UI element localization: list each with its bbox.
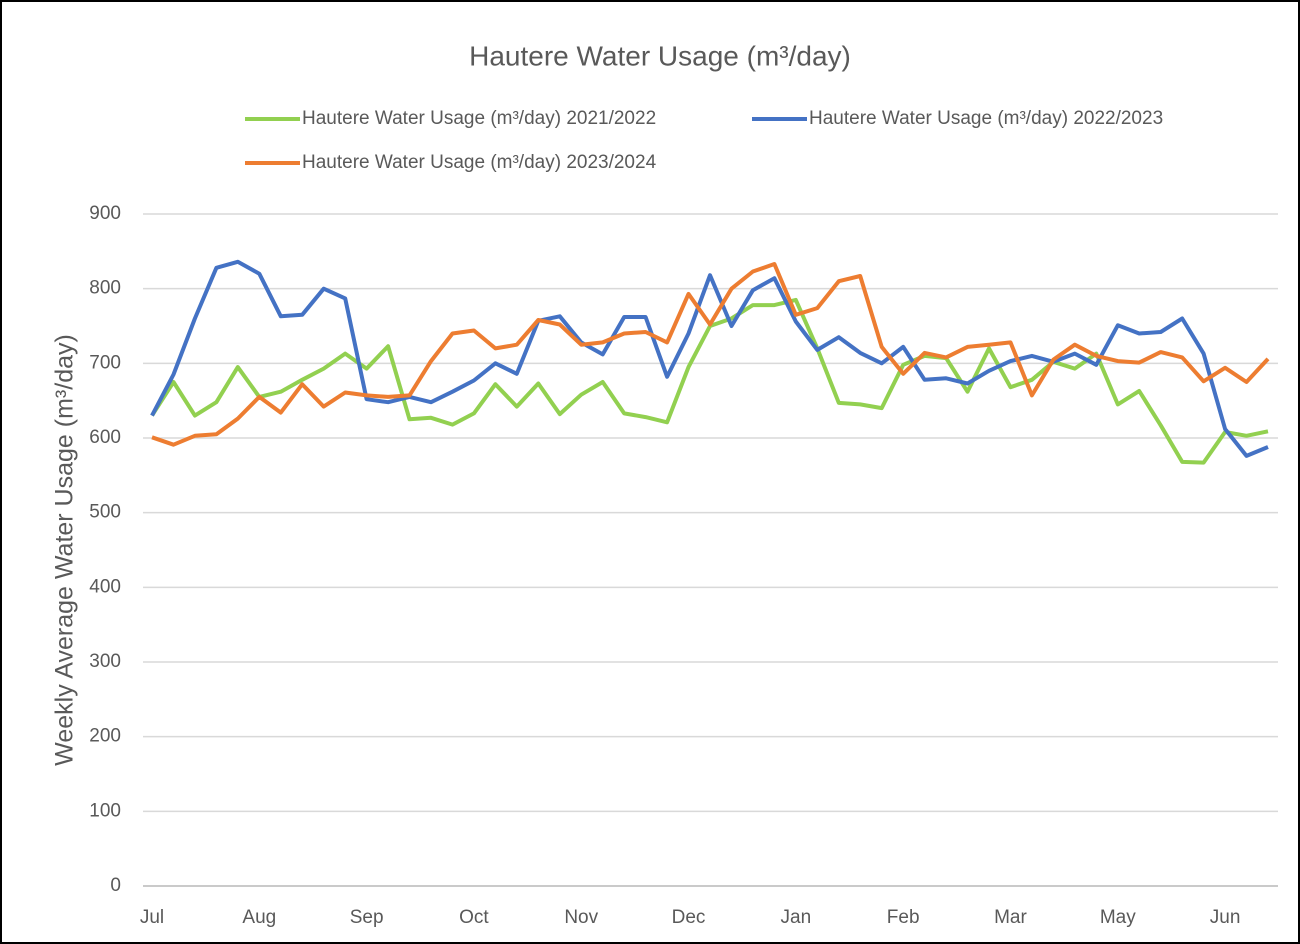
x-tick-label: Feb <box>887 907 920 928</box>
y-tick-label: 100 <box>89 800 121 821</box>
y-tick-label: 400 <box>89 576 121 597</box>
x-tick-label: Nov <box>564 907 598 928</box>
y-tick-label: 800 <box>89 278 121 299</box>
y-tick-label: 0 <box>110 875 121 896</box>
x-tick-label: Dec <box>672 907 706 928</box>
x-tick-label: Jun <box>1210 907 1241 928</box>
y-tick-label: 700 <box>89 352 121 373</box>
x-tick-label: Mar <box>994 907 1027 928</box>
chart-title: Hautere Water Usage (m³/day) <box>469 40 851 71</box>
series-line <box>151 262 1270 447</box>
legend-label: Hautere Water Usage (m³/day) 2022/2023 <box>809 108 1163 129</box>
y-tick-label: 500 <box>89 502 121 523</box>
x-tick-label: May <box>1100 907 1136 928</box>
x-tick-label: Sep <box>350 907 384 928</box>
x-tick-label: Aug <box>242 907 276 928</box>
legend-label: Hautere Water Usage (m³/day) 2023/2024 <box>302 152 657 173</box>
legend-label: Hautere Water Usage (m³/day) 2021/2022 <box>302 108 656 129</box>
y-tick-label: 200 <box>89 726 121 747</box>
y-tick-label: 600 <box>89 427 121 448</box>
x-tick-label: Oct <box>459 907 489 928</box>
y-tick-label: 900 <box>89 203 121 224</box>
y-tick-label: 300 <box>89 651 121 672</box>
x-tick-label: Jan <box>781 907 812 928</box>
x-tick-label: Jul <box>140 907 164 928</box>
y-axis-label: Weekly Average Water Usage (m³/day) <box>51 334 79 766</box>
series-line <box>150 259 1269 458</box>
